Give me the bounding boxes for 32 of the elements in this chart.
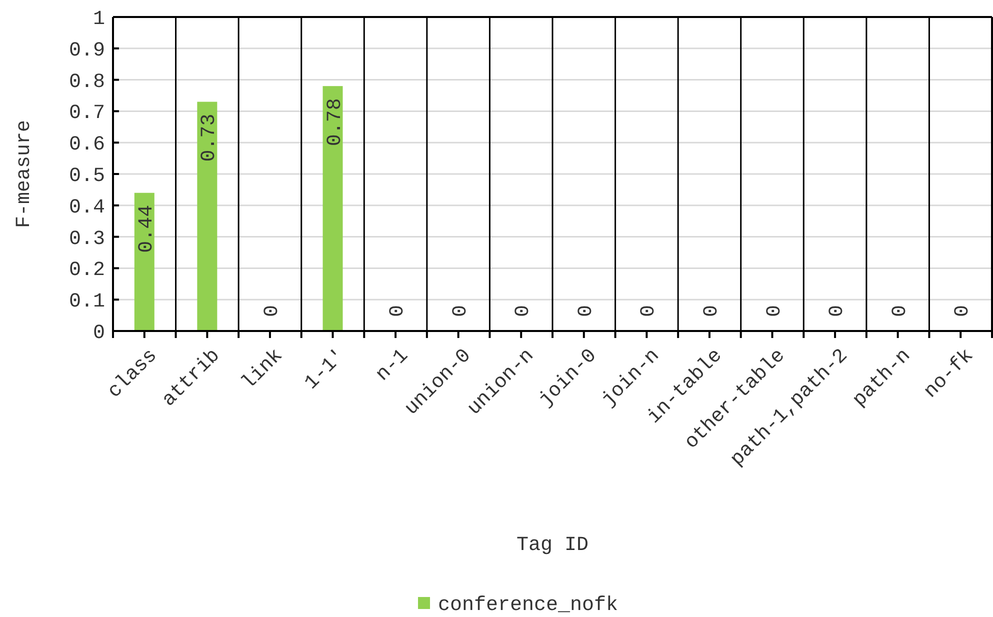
data-label: 0	[449, 304, 472, 317]
y-tick-label: 0	[92, 322, 105, 345]
y-tick-label: 0.1	[68, 290, 105, 314]
y-tick-label: 0.7	[68, 102, 105, 126]
data-label: 0	[260, 304, 284, 317]
data-label: 0.78	[324, 98, 347, 146]
legend-label: conference_nofk	[438, 594, 618, 617]
data-label: 0	[638, 304, 661, 317]
data-label: 0.44	[135, 204, 158, 253]
y-tick-label: 0.6	[68, 134, 105, 157]
data-label: 0.73	[198, 114, 222, 162]
data-label: 0	[512, 304, 536, 317]
bar	[134, 192, 154, 331]
data-label: 0	[574, 304, 598, 317]
y-axis-title: F-measure	[13, 120, 36, 228]
x-tick-label: n-1	[372, 344, 414, 386]
data-label: 0	[386, 304, 410, 317]
y-tick-label: 0.9	[68, 39, 105, 62]
y-tick-label: 1	[92, 8, 105, 31]
data-label: 0	[888, 304, 912, 317]
bar	[322, 86, 343, 331]
y-tick-label: 0.5	[68, 165, 105, 188]
data-label: 0	[952, 304, 975, 317]
y-tick-label: 0.4	[68, 196, 105, 220]
y-tick-label: 0.8	[68, 70, 105, 94]
y-tick-label: 0.3	[68, 228, 105, 251]
bar	[197, 102, 218, 331]
data-label: 0	[700, 304, 724, 317]
data-label: 0	[826, 304, 850, 317]
data-label: 0	[763, 304, 786, 317]
x-axis-title: Tag ID	[516, 534, 589, 557]
y-tick-label: 0.2	[68, 259, 105, 282]
